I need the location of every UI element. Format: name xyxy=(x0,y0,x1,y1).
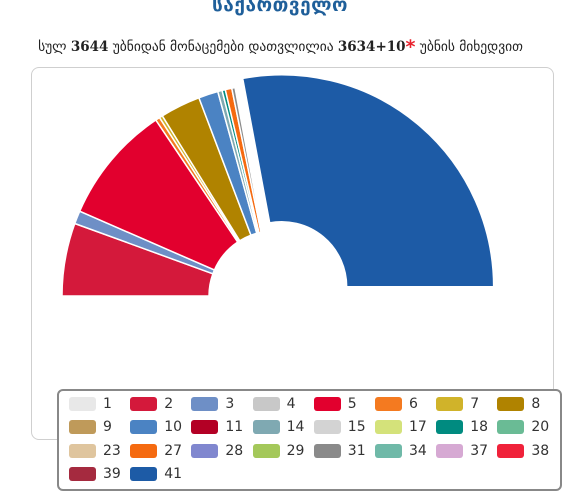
legend-label: 15 xyxy=(347,419,366,436)
legend-item-38[interactable]: 38 xyxy=(497,442,549,460)
legend-item-20[interactable]: 20 xyxy=(497,418,549,436)
legend-swatch xyxy=(436,397,464,411)
legend-item-9[interactable]: 9 xyxy=(69,418,112,436)
legend-label: 17 xyxy=(409,419,427,436)
legend-item-7[interactable]: 7 xyxy=(436,395,479,413)
summary-counted-precincts: 3634+10 xyxy=(337,39,406,55)
legend-swatch xyxy=(191,443,219,458)
chart-panel: 1 2 3 4 5 6 7 8 9 10 11 14 15 17 18 20 23 27 28 29 31 34 37 38 3… xyxy=(31,67,562,491)
legend-swatch xyxy=(130,420,158,435)
legend-item-5[interactable]: 5 xyxy=(313,395,357,413)
legend-label: 2 xyxy=(164,396,174,412)
legend-swatch xyxy=(375,443,402,458)
summary-suffix: უბნის მიხედვით xyxy=(419,39,523,55)
legend-swatch xyxy=(313,443,341,458)
legend-swatch xyxy=(130,397,158,411)
legend-swatch xyxy=(497,420,525,435)
legend-item-28[interactable]: 28 xyxy=(191,442,243,460)
legend-label: 18 xyxy=(470,419,489,436)
chart-slice-31[interactable] xyxy=(230,86,263,234)
legend-item-1[interactable]: 1 xyxy=(69,395,112,413)
legend-swatch xyxy=(497,397,525,411)
legend-label: 9 xyxy=(103,419,112,436)
legend-swatch xyxy=(69,420,96,435)
legend-item-39[interactable]: 39 xyxy=(69,465,121,483)
page-title: საქართველო xyxy=(212,0,348,16)
legend-item-27[interactable]: 27 xyxy=(130,442,182,460)
legend-item-17[interactable]: 17 xyxy=(375,418,427,436)
legend-item-34[interactable]: 34 xyxy=(375,442,427,460)
legend-label: 7 xyxy=(470,396,480,412)
legend-swatch xyxy=(313,397,341,411)
legend-swatch xyxy=(69,466,96,481)
legend-label: 3 xyxy=(225,396,235,412)
legend-item-15[interactable]: 15 xyxy=(313,418,366,436)
legend-swatch xyxy=(69,443,96,458)
legend-item-11[interactable]: 11 xyxy=(191,418,243,436)
chart-slice-41[interactable] xyxy=(241,74,495,288)
legend-item-4[interactable]: 4 xyxy=(252,395,296,413)
legend-item-41[interactable]: 41 xyxy=(130,465,182,483)
legend-label: 39 xyxy=(103,465,121,482)
legend-label: 11 xyxy=(225,419,244,436)
legend-item-37[interactable]: 37 xyxy=(436,442,488,460)
legend-label: 8 xyxy=(531,396,541,412)
legend-label: 5 xyxy=(347,396,357,412)
legend-swatch xyxy=(130,443,158,458)
legend-item-2[interactable]: 2 xyxy=(130,395,173,413)
legend-item-8[interactable]: 8 xyxy=(497,395,540,413)
legend-swatch xyxy=(436,420,464,435)
legend-swatch xyxy=(252,397,280,411)
legend-item-10[interactable]: 10 xyxy=(130,418,182,436)
legend-item-18[interactable]: 18 xyxy=(436,418,488,436)
legend-label: 14 xyxy=(286,419,305,436)
counting-summary: სულ 3644 უბნიდან მონაცემები დათვლილია 36… xyxy=(0,34,561,58)
legend-swatch xyxy=(375,420,402,435)
legend-swatch xyxy=(313,420,341,435)
legend-item-31[interactable]: 31 xyxy=(313,442,366,460)
legend-label: 10 xyxy=(164,419,183,436)
legend-swatch xyxy=(436,443,464,458)
legend-swatch xyxy=(130,466,158,481)
summary-total-precincts: 3644 xyxy=(70,39,109,55)
legend-item-6[interactable]: 6 xyxy=(375,395,418,413)
legend-swatch xyxy=(191,397,219,411)
legend-swatch xyxy=(69,397,96,411)
legend-swatch xyxy=(191,420,219,435)
legend-label: 1 xyxy=(103,396,112,412)
legend-label: 4 xyxy=(286,396,296,412)
legend-swatch xyxy=(497,443,525,458)
legend-swatch xyxy=(252,443,280,458)
legend-item-3[interactable]: 3 xyxy=(191,395,234,413)
legend-label: 41 xyxy=(164,465,183,482)
legend-item-23[interactable]: 23 xyxy=(69,442,121,460)
legend-label: 6 xyxy=(409,396,418,412)
legend-swatch xyxy=(375,397,402,411)
legend-item-29[interactable]: 29 xyxy=(252,442,304,460)
legend-label: 20 xyxy=(531,419,550,436)
summary-mid-text: უბნიდან მონაცემები დათვლილია xyxy=(112,39,334,55)
legend-item-14[interactable]: 14 xyxy=(252,418,305,436)
footnote-star: * xyxy=(405,36,416,58)
summary-prefix: სულ xyxy=(38,39,67,55)
legend-swatch xyxy=(252,420,280,435)
semi-donut-chart xyxy=(61,74,495,297)
chart-legend: 1 2 3 4 5 6 7 8 9 10 11 14 15 17 18 20 23 27 28 29 31 34 37 38 3… xyxy=(57,389,562,491)
